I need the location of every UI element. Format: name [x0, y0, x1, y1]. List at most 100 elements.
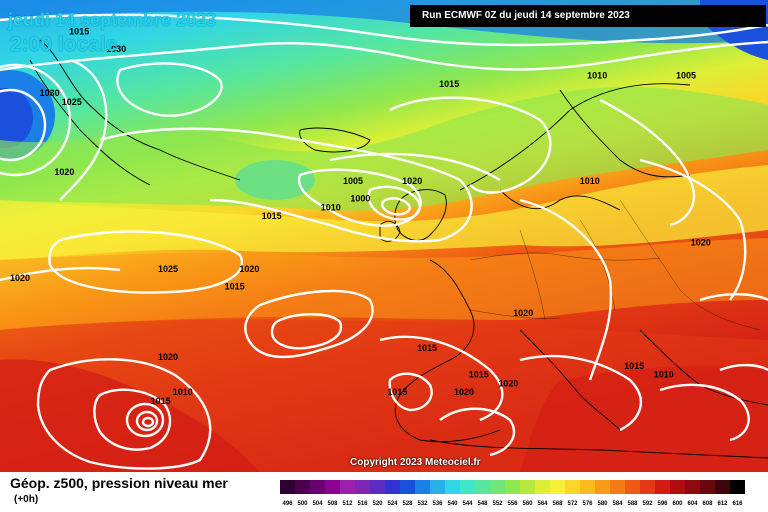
scale-label: 524: [387, 501, 398, 507]
map-date-label: jeudi 14 septembre 2023: [8, 10, 217, 30]
baffin-coast: [29, 59, 151, 186]
scale-swatch: [445, 480, 460, 494]
isobar-label: 1020: [513, 308, 533, 318]
scale-label: 600: [672, 501, 683, 507]
isobar-1005-southwest: [135, 410, 159, 432]
scale-label: 560: [522, 501, 533, 507]
scale-swatch: [280, 480, 295, 494]
isobar-1015-iberia: [388, 372, 433, 412]
scale-swatch: [385, 480, 400, 494]
scale-label: 504: [312, 501, 323, 507]
isobar-label: 1020: [454, 387, 474, 397]
isobar-1000-southwest: [141, 416, 155, 428]
scale-label: 500: [297, 501, 308, 507]
legend-title: Géop. z500, pression niveau mer: [10, 475, 228, 491]
z500-high-southwest: [0, 359, 260, 472]
isobar-label: 1010: [321, 202, 341, 212]
isobar-label: 1015: [439, 79, 459, 89]
legend-panel: Géop. z500, pression niveau mer (+0h) 49…: [0, 472, 768, 512]
isobar-label: 1005: [343, 176, 363, 186]
z500-zone-556: [0, 86, 768, 211]
iberia-coast: [394, 394, 501, 443]
isobar-label: 1020: [54, 167, 74, 177]
isobar-1015-east-med: [659, 383, 750, 442]
scale-label: 584: [612, 501, 623, 507]
scale-swatch: [310, 480, 325, 494]
scale-swatch: [430, 480, 445, 494]
isobar-1020-scandinavia: [389, 96, 552, 194]
greenland-coast: [39, 39, 241, 181]
scale-label: 564: [537, 501, 548, 507]
isobar-label: 1015: [151, 396, 171, 406]
scale-label: 528: [402, 501, 413, 507]
isobar-label: 1010: [173, 387, 193, 397]
scale-label: 496: [282, 501, 293, 507]
isobar-1020-east: [699, 293, 768, 302]
border-line: [619, 199, 761, 331]
coastlines: [29, 39, 768, 459]
isobar-label-layer: 1015103010301025101010051000101510201015…: [10, 26, 711, 406]
isobar-1010-east: [639, 158, 747, 301]
scale-label: 592: [642, 501, 653, 507]
isobar-label: 1010: [587, 70, 607, 80]
z500-zone-580: [0, 238, 768, 330]
isobar-1010-east-med: [719, 363, 768, 372]
border-line: [519, 229, 546, 321]
scale-swatch: [550, 480, 565, 494]
scale-label: 520: [372, 501, 383, 507]
isobar-1005-low: [367, 185, 422, 221]
run-label: Run ECMWF 0Z du jeudi 14 septembre 2023: [410, 5, 766, 27]
isobar-1010-southwest: [125, 402, 165, 438]
border-line: [579, 219, 616, 311]
geopotential-map-canvas: 1015103010301025101010051000101510201015…: [0, 0, 768, 472]
scale-swatch: [655, 480, 670, 494]
scale-swatch: [520, 480, 535, 494]
isobar-1000-low-west: [0, 88, 47, 162]
isobar-label: 1020: [239, 264, 259, 274]
border-line: [469, 309, 561, 319]
isobar-1015-central-europe: [519, 198, 613, 381]
isobar-label: 1010: [654, 370, 674, 380]
legend-subtitle: (+0h): [14, 494, 39, 505]
ireland-coast: [379, 221, 401, 242]
isobar-1015-north-atlantic: [99, 127, 473, 243]
isobar-label: 1025: [62, 97, 82, 107]
scale-label: 552: [492, 501, 503, 507]
isobar-label: 1000: [350, 194, 370, 204]
scale-swatch: [730, 480, 745, 494]
scale-label: 548: [477, 501, 488, 507]
scale-swatch: [325, 480, 340, 494]
scale-label: 516: [357, 501, 368, 507]
borders: [469, 199, 761, 331]
isobar-label: 1020: [498, 378, 518, 388]
scale-swatch: [685, 480, 700, 494]
isobar-1020-southwest: [36, 358, 212, 470]
scale-swatch: [535, 480, 550, 494]
finland-coast: [559, 89, 691, 178]
isobar-label: 1020: [402, 176, 422, 186]
scandinavia-coast: [459, 83, 691, 191]
isobar-1020-west: [0, 266, 121, 282]
scale-label: 508: [327, 501, 338, 507]
isobar-label: 1030: [40, 88, 60, 98]
scale-swatch: [670, 480, 685, 494]
scale-swatch: [505, 480, 520, 494]
scale-label: 612: [717, 501, 728, 507]
north-africa-coast: [429, 439, 768, 459]
isobar-label: 1015: [262, 211, 282, 221]
scale-swatch: [640, 480, 655, 494]
scale-swatch: [295, 480, 310, 494]
scale-swatch: [355, 480, 370, 494]
scale-swatch: [565, 480, 580, 494]
scale-label: 512: [342, 501, 353, 507]
isobar-1020-iberia: [379, 335, 504, 422]
isobar-1015-southwest: [93, 388, 172, 451]
scale-swatch: [700, 480, 715, 494]
border-line: [469, 252, 661, 261]
scale-label: 608: [702, 501, 713, 507]
scale-label: 572: [567, 501, 578, 507]
isobar-label: 1025: [158, 264, 178, 274]
isobar-1015-mid: [329, 152, 501, 182]
scale-label: 596: [657, 501, 668, 507]
isobar-1010: [0, 40, 768, 72]
